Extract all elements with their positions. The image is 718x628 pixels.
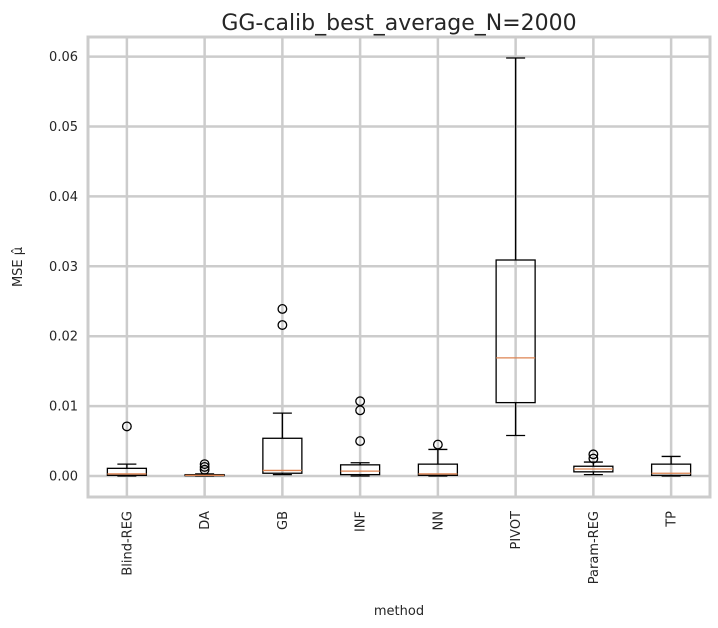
x-tick-label: DA [198,511,213,530]
y-tick-label: 0.04 [49,190,78,205]
outlier-point [199,459,210,470]
box-gb [262,303,303,476]
x-tick-label: NN [431,511,446,530]
box-layer [106,57,692,477]
outlier-point [277,303,288,314]
box-param-reg [573,449,614,476]
box-inf [339,396,381,477]
iqr-box [495,259,536,404]
x-tick-label: Blind-REG [120,511,135,576]
outlier-point [588,453,599,464]
x-tick-label: TP [665,511,680,528]
box-blind-reg [106,421,148,477]
outlier-point [199,461,210,472]
y-tick-label: 0.02 [49,330,78,345]
x-tick-labels: Blind-REG DA GB INF NN PIVOT Param-REG TP [120,511,679,584]
y-tick-label: 0.01 [49,400,78,415]
x-tick-label: GB [276,511,291,530]
x-tick-label: Param-REG [587,511,602,584]
y-tick-label: 0.00 [49,470,78,485]
box-tp [650,455,692,477]
x-tick-label: PIVOT [509,511,524,550]
iqr-box [417,463,459,476]
box-pivot [495,57,536,437]
grid-layer [88,37,710,497]
box-nn [417,439,459,477]
box-da [184,459,225,477]
outlier-point [588,449,599,460]
plot-frame [86,35,712,499]
y-tick-label: 0.03 [49,260,78,275]
iqr-box [650,463,692,476]
y-tick-labels: 0.00 0.01 0.02 0.03 0.04 0.05 0.06 [49,50,78,484]
iqr-box [106,467,148,476]
y-axis-label: MSE μ̂ [11,247,26,287]
y-tick-label: 0.06 [49,50,78,65]
outlier-point [355,396,366,407]
y-tick-label: 0.05 [49,120,78,135]
outlier-point [355,436,366,447]
outlier-point [121,421,132,432]
outlier-point [432,439,443,450]
iqr-box [262,437,303,474]
x-axis-label: method [374,604,424,619]
x-tick-label: INF [354,511,369,532]
chart-title: GG-calib_best_average_N=2000 [221,11,576,36]
iqr-box [339,464,381,476]
outlier-point [199,464,210,475]
outlier-point [277,320,288,330]
